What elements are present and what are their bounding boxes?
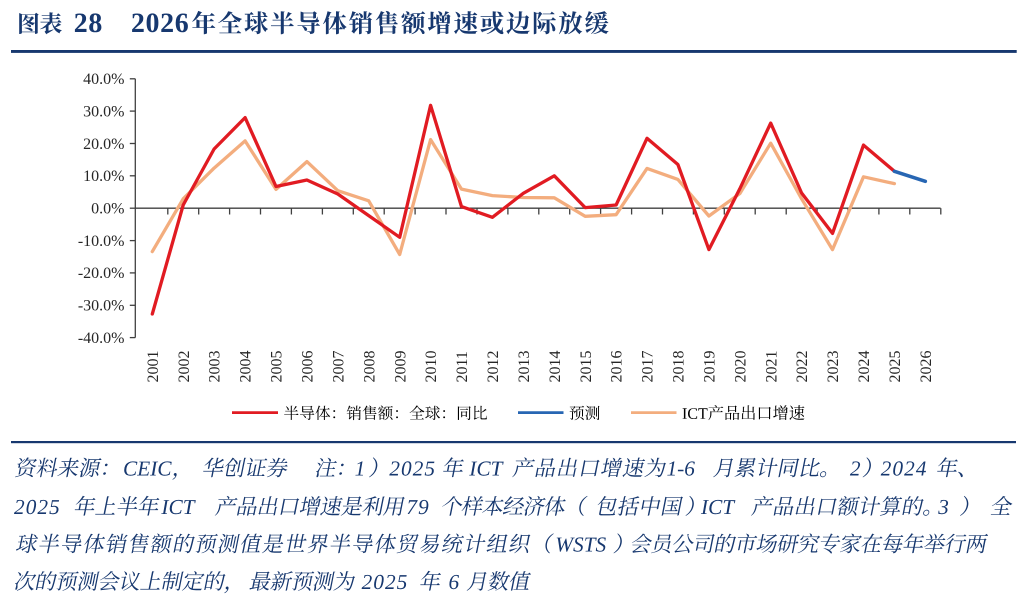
svg-text:2013: 2013 <box>516 351 533 383</box>
svg-text:2007: 2007 <box>330 351 347 383</box>
svg-text:2009: 2009 <box>392 351 409 383</box>
svg-text:2001: 2001 <box>145 351 162 383</box>
svg-text:2023: 2023 <box>825 351 842 383</box>
svg-text:2024: 2024 <box>856 351 873 383</box>
svg-text:2003: 2003 <box>207 351 224 383</box>
svg-text:2006: 2006 <box>300 351 317 383</box>
svg-text:2025: 2025 <box>887 351 904 383</box>
svg-text:10.0%: 10.0% <box>83 168 124 185</box>
svg-text:2019: 2019 <box>702 351 719 383</box>
svg-text:30.0%: 30.0% <box>83 103 124 120</box>
svg-text:2021: 2021 <box>763 351 780 383</box>
svg-text:40.0%: 40.0% <box>83 71 124 88</box>
svg-text:2022: 2022 <box>794 351 811 383</box>
svg-text:2008: 2008 <box>361 351 378 383</box>
svg-text:2020: 2020 <box>732 351 749 383</box>
svg-text:2005: 2005 <box>269 351 286 383</box>
svg-text:0.0%: 0.0% <box>91 201 124 218</box>
svg-text:2016: 2016 <box>609 351 626 383</box>
svg-text:2002: 2002 <box>176 351 193 383</box>
svg-text:20.0%: 20.0% <box>83 136 124 153</box>
svg-text:2014: 2014 <box>547 351 564 383</box>
svg-text:-10.0%: -10.0% <box>78 233 125 250</box>
svg-text:-30.0%: -30.0% <box>78 298 125 315</box>
svg-text:-20.0%: -20.0% <box>78 265 125 282</box>
svg-text:2026: 2026 <box>918 351 935 383</box>
svg-text:2010: 2010 <box>423 351 440 383</box>
svg-text:2017: 2017 <box>640 351 657 383</box>
svg-text:2012: 2012 <box>485 351 502 383</box>
svg-text:2015: 2015 <box>578 351 595 383</box>
svg-text:2018: 2018 <box>671 351 688 383</box>
svg-text:2011: 2011 <box>454 351 471 382</box>
svg-text:-40.0%: -40.0% <box>78 330 125 347</box>
svg-text:2004: 2004 <box>238 351 255 383</box>
